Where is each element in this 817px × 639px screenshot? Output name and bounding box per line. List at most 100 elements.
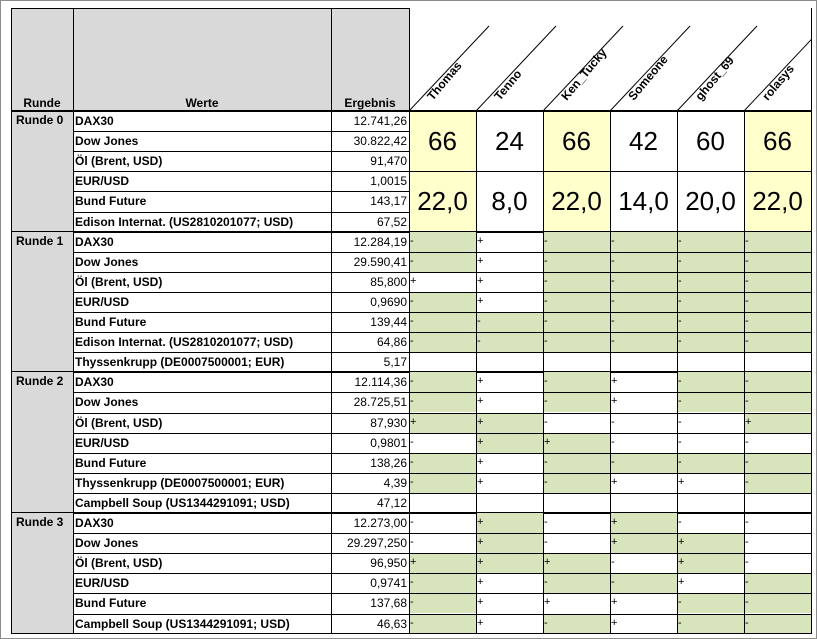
tip-cell: + [477, 475, 484, 488]
tip-cell: - [744, 271, 811, 292]
tip-cell: + [409, 553, 476, 574]
tip-cell: + [477, 234, 484, 247]
result-value: 96,950 [370, 556, 407, 571]
result-value: 12.114,36 [354, 375, 408, 390]
tip-cell: + [477, 455, 484, 468]
value-label: Öl (Brent, USD) [75, 274, 163, 289]
value-label: Öl (Brent, USD) [75, 556, 163, 571]
result-value: 137,68 [370, 596, 407, 611]
row-line [73, 312, 409, 313]
tip-cell: + [477, 274, 484, 287]
tip-cell: - [744, 291, 811, 312]
value-label: Öl (Brent, USD) [75, 415, 163, 430]
round-label-0: Runde 0 [11, 111, 73, 232]
tip-cell: - [677, 452, 744, 473]
score-sum-1: 22,0 [409, 171, 476, 232]
tip-cell: - [745, 435, 749, 448]
tip-cell: + [477, 395, 484, 408]
tip-cell: - [744, 593, 811, 614]
col-line [11, 8, 12, 634]
tip-cell: - [409, 593, 476, 614]
result-value: 12.284,19 [353, 234, 407, 249]
tip-cell: - [476, 332, 543, 353]
row-line [73, 131, 409, 133]
tip-cell: - [610, 271, 677, 292]
tip-cell: - [543, 291, 610, 312]
player-header-diagonal [475, 25, 557, 111]
tip-cell: - [744, 251, 811, 272]
werte-header: Werte [73, 8, 331, 111]
tip-cell: - [677, 613, 744, 634]
result-value: 0,9690 [370, 294, 407, 309]
row-line [73, 211, 409, 213]
tip-cell: - [744, 231, 811, 252]
tip-cell: - [678, 516, 682, 528]
score-sum-5: 20,0 [685, 185, 736, 216]
result-value: 30.822,42 [353, 134, 407, 149]
tip-cell: - [744, 472, 811, 493]
result-value: 143,17 [370, 194, 407, 209]
value-label: Bund Future [75, 596, 147, 611]
tip-cell: + [611, 395, 618, 408]
value-label: DAX30 [75, 234, 114, 249]
row-line [73, 593, 409, 595]
result-value: 28.725,51 [353, 395, 407, 410]
value-label: Dow Jones [75, 254, 139, 269]
value-label: Campbell Soup (US1344291091; USD) [75, 616, 290, 631]
tip-cell: - [476, 312, 543, 333]
row-line [73, 472, 409, 474]
score-sum-4: 14,0 [618, 185, 669, 216]
tip-cell: - [610, 452, 677, 473]
tip-cell: - [744, 372, 811, 393]
tip-cell: - [544, 516, 548, 528]
tip-cell: - [409, 613, 476, 634]
col-line [331, 8, 332, 634]
result-value: 46,63 [376, 616, 407, 631]
result-value: 87,930 [370, 415, 407, 430]
value-label: EUR/USD [75, 174, 130, 189]
header-bottom-line [11, 110, 811, 112]
score-points-1: 66 [409, 111, 476, 172]
result-value: 91,470 [370, 154, 407, 169]
tip-cell: + [610, 513, 677, 534]
tip-cell: + [477, 254, 484, 267]
tip-cell: + [543, 432, 610, 453]
col-line [744, 111, 745, 634]
tip-cell: - [677, 312, 744, 333]
tip-cell: - [611, 435, 615, 448]
tip-cell: + [477, 616, 484, 629]
tip-cell: - [409, 372, 476, 393]
tip-cell: - [543, 392, 610, 413]
tip-cell: - [610, 231, 677, 252]
player-header-diagonals [409, 25, 811, 111]
tip-cell: - [409, 291, 476, 312]
result-value: 138,26 [370, 455, 407, 470]
tip-cell: - [610, 332, 677, 353]
value-label: EUR/USD [75, 435, 130, 450]
tip-cell: - [610, 312, 677, 333]
tip-cell: + [477, 294, 484, 307]
result-value: 12.741,26 [353, 114, 407, 129]
player-header-diagonal [542, 25, 624, 111]
tip-cell: - [409, 231, 476, 252]
tip-cell: - [544, 415, 548, 428]
tip-cell: - [677, 332, 744, 353]
tip-cell: + [611, 596, 618, 609]
row-line [73, 533, 409, 535]
tip-cell: - [744, 332, 811, 353]
row-line [73, 332, 409, 334]
tip-cell: - [744, 452, 811, 473]
tip-cell: - [409, 573, 476, 594]
col-line [677, 111, 678, 634]
value-label: DAX30 [75, 375, 114, 390]
tip-cell: - [543, 613, 610, 634]
tip-cell: + [611, 616, 618, 629]
tip-cell: - [409, 251, 476, 272]
tip-cell: + [477, 596, 484, 609]
value-label: Dow Jones [75, 536, 139, 551]
tip-cell: + [678, 576, 685, 589]
row-line [73, 452, 409, 454]
value-label: EUR/USD [75, 294, 130, 309]
score-points-6: 66 [744, 111, 811, 172]
